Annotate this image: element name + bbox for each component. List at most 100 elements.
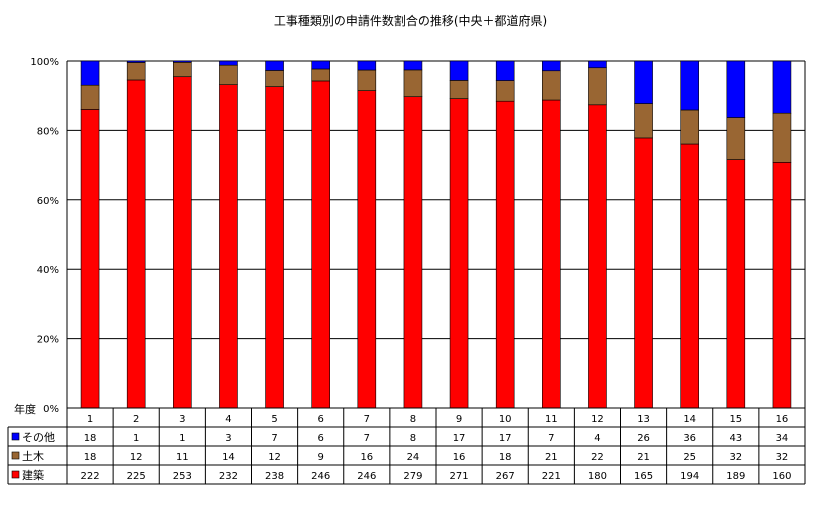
data-label: 6 xyxy=(318,433,324,444)
y-tick-label: 20% xyxy=(37,335,59,346)
data-label: 7 xyxy=(271,433,277,444)
bar-segment xyxy=(357,69,377,91)
data-label: 165 xyxy=(634,471,653,482)
data-label: 34 xyxy=(776,433,789,444)
bar-segment xyxy=(173,62,192,78)
bar-segment xyxy=(403,69,423,98)
bar-segment xyxy=(495,60,515,81)
bar-segment xyxy=(403,96,423,409)
data-label: 7 xyxy=(364,433,370,444)
y-tick-label: 40% xyxy=(37,265,59,276)
data-label: 25 xyxy=(683,452,696,463)
data-label: 1 xyxy=(179,433,185,444)
data-label: 253 xyxy=(173,471,192,482)
bar-segment xyxy=(449,80,469,99)
bar-segment xyxy=(311,68,330,82)
data-label: 9 xyxy=(318,452,324,463)
bar-segment xyxy=(80,84,100,110)
bar-segment xyxy=(449,98,469,409)
data-label: 180 xyxy=(588,471,607,482)
legend-label: 土木 xyxy=(22,450,44,463)
data-label: 1 xyxy=(133,433,139,444)
bar-segment xyxy=(265,70,284,87)
bar-segment xyxy=(311,80,330,409)
x-tick-label: 13 xyxy=(637,414,650,425)
bar-segment xyxy=(588,104,607,409)
data-label: 11 xyxy=(176,452,189,463)
x-tick-label: 15 xyxy=(729,414,742,425)
x-header-label: 年度 xyxy=(14,402,36,416)
x-tick-label: 4 xyxy=(225,414,231,425)
data-label: 232 xyxy=(219,471,238,482)
x-tick-label: 1 xyxy=(87,414,93,425)
data-label: 14 xyxy=(222,452,235,463)
y-tick-label: 100% xyxy=(30,57,59,68)
bar-segment xyxy=(726,60,746,118)
bar-segment xyxy=(588,67,607,106)
data-label: 16 xyxy=(453,452,466,463)
data-label: 221 xyxy=(542,471,561,482)
x-tick-label: 12 xyxy=(591,414,604,425)
data-label: 8 xyxy=(410,433,416,444)
bar-segment xyxy=(634,103,653,139)
bar-segment xyxy=(80,60,100,86)
bar-segment xyxy=(542,60,561,72)
data-label: 36 xyxy=(683,433,696,444)
bar-segment xyxy=(403,60,423,71)
data-label: 246 xyxy=(311,471,330,482)
y-tick-label: 0% xyxy=(43,404,59,415)
x-tick-label: 3 xyxy=(179,414,185,425)
bar-segment xyxy=(772,162,792,409)
legend-swatch xyxy=(11,451,20,460)
data-label: 3 xyxy=(225,433,231,444)
bar-segment xyxy=(126,79,146,409)
data-label: 18 xyxy=(84,433,97,444)
x-tick-label: 16 xyxy=(776,414,789,425)
data-label: 17 xyxy=(499,433,512,444)
data-label: 21 xyxy=(545,452,558,463)
bar-segment xyxy=(726,159,746,409)
x-tick-label: 8 xyxy=(410,414,416,425)
x-tick-label: 14 xyxy=(683,414,696,425)
bar-segment xyxy=(173,76,192,409)
bar-segment xyxy=(680,143,699,409)
x-tick-label: 7 xyxy=(364,414,370,425)
legend-swatch xyxy=(11,432,20,441)
data-label: 32 xyxy=(776,452,789,463)
chart-title: 工事種類別の申請件数割合の推移(中央＋都道府県) xyxy=(273,14,548,28)
bar-segment xyxy=(495,100,515,409)
bar-segment xyxy=(680,60,699,111)
x-tick-label: 2 xyxy=(133,414,139,425)
data-label: 160 xyxy=(772,471,791,482)
bar-segment xyxy=(219,84,238,409)
data-label: 12 xyxy=(130,452,143,463)
x-tick-label: 11 xyxy=(545,414,558,425)
bar-segment xyxy=(449,60,469,81)
data-label: 246 xyxy=(357,471,376,482)
bar-segment xyxy=(357,90,377,409)
data-label: 12 xyxy=(268,452,281,463)
data-label: 17 xyxy=(453,433,466,444)
bar-segment xyxy=(311,60,330,70)
bar-segment xyxy=(80,109,100,409)
data-label: 18 xyxy=(84,452,97,463)
bar-segment xyxy=(173,60,192,63)
x-tick-label: 9 xyxy=(456,414,462,425)
data-label: 238 xyxy=(265,471,284,482)
legend-label: その他 xyxy=(22,431,55,444)
bar-segment xyxy=(495,80,515,102)
x-tick-label: 5 xyxy=(271,414,277,425)
bar-segment xyxy=(219,60,238,66)
data-label: 7 xyxy=(548,433,554,444)
bar-segment xyxy=(772,112,792,163)
bar-segment xyxy=(634,60,653,104)
legend-swatch xyxy=(11,470,20,479)
data-label: 4 xyxy=(594,433,600,444)
data-label: 279 xyxy=(403,471,422,482)
bar-segment xyxy=(542,70,561,101)
bar-segment xyxy=(588,60,607,69)
x-tick-label: 10 xyxy=(499,414,512,425)
data-label: 194 xyxy=(680,471,699,482)
bar-segment xyxy=(634,137,653,409)
